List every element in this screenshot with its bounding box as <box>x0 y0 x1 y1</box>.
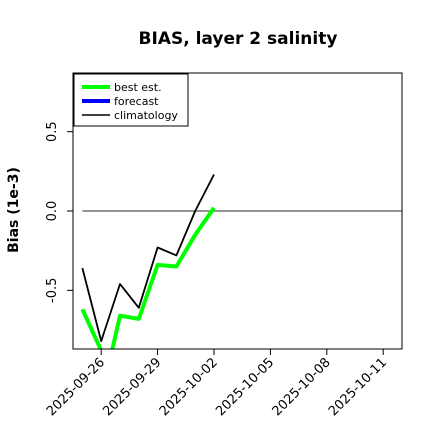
x-tick-label: 2025-09-29 <box>100 355 164 419</box>
y-tick-label: 0.5 <box>45 121 60 142</box>
legend: best est. forecast climatology <box>73 73 189 127</box>
y-tick-label: 0.0 <box>45 201 60 222</box>
y-tick-label: -0.5 <box>45 278 60 303</box>
x-tick-label: 2025-09-26 <box>44 355 108 419</box>
x-tick-label: 2025-10-08 <box>270 355 334 419</box>
chart-title: BIAS, layer 2 salinity <box>139 29 338 49</box>
legend-label-forecast: forecast <box>114 95 159 108</box>
legend-label-best-est: best est. <box>114 81 162 94</box>
y-axis-label: Bias (1e-3) <box>6 167 22 253</box>
x-tick-label: 2025-10-05 <box>213 355 277 419</box>
legend-label-climatology: climatology <box>114 109 178 122</box>
series-line-best-est <box>80 206 216 349</box>
x-tick-label: 2025-10-02 <box>157 355 221 419</box>
x-tick-label: 2025-10-11 <box>326 355 390 419</box>
series-line-climatology <box>81 174 215 343</box>
